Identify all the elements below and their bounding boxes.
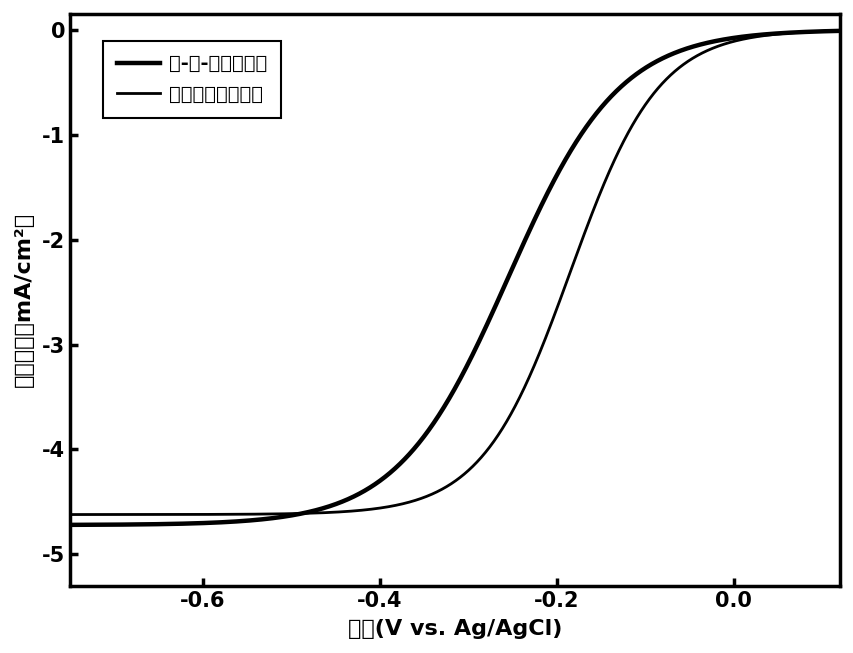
鐵-氮-炭复合材料 xyxy=(670,48,681,56)
商业化锃片催化剖 xyxy=(65,511,75,518)
鐵-氮-炭复合材料 xyxy=(439,402,450,410)
商业化锃片催化剖 xyxy=(834,27,844,35)
商业化锃片催化剖 xyxy=(811,27,821,35)
鐵-氮-炭复合材料 xyxy=(104,520,114,528)
Line: 鐵-氮-炭复合材料: 鐵-氮-炭复合材料 xyxy=(70,31,839,525)
X-axis label: 电位(V vs. Ag/AgCl): 电位(V vs. Ag/AgCl) xyxy=(348,619,562,639)
鐵-氮-炭复合材料 xyxy=(811,27,821,35)
鐵-氮-炭复合材料 xyxy=(834,27,844,35)
Line: 商业化锃片催化剖: 商业化锃片催化剖 xyxy=(70,31,839,515)
鐵-氮-炭复合材料 xyxy=(419,432,429,440)
鐵-氮-炭复合材料 xyxy=(65,521,75,529)
商业化锃片催化剖 xyxy=(812,27,822,35)
鐵-氮-炭复合材料 xyxy=(812,27,822,35)
商业化锃片催化剖 xyxy=(670,66,681,74)
商业化锃片催化剖 xyxy=(439,484,450,492)
商业化锃片催化剖 xyxy=(104,511,114,518)
Legend: 鐵-氮-炭复合材料, 商业化锃片催化剖: 鐵-氮-炭复合材料, 商业化锃片催化剖 xyxy=(103,40,281,118)
商业化锃片催化剖 xyxy=(419,494,429,502)
Y-axis label: 电流密度（mA/cm²）: 电流密度（mA/cm²） xyxy=(14,212,34,387)
